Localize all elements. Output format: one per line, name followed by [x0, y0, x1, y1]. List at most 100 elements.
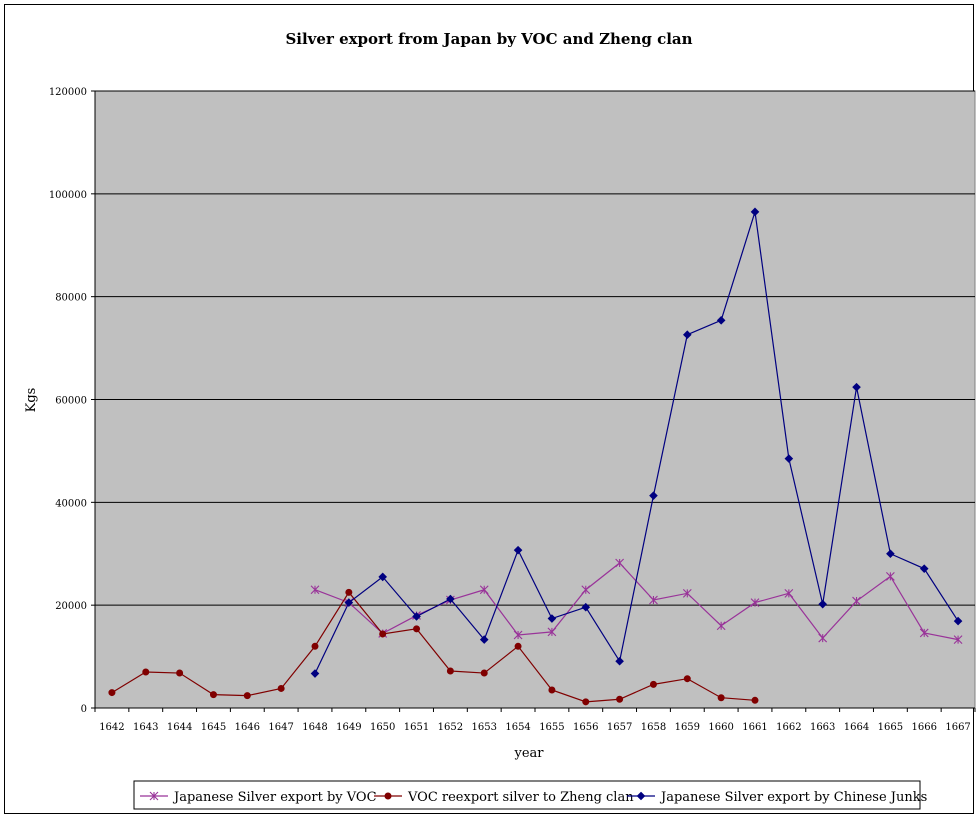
data-point	[480, 669, 488, 677]
legend-marker	[384, 792, 392, 800]
x-tick-label: 1667	[945, 722, 970, 733]
y-tick-label: 60000	[55, 396, 87, 407]
x-tick-label: 1642	[99, 722, 124, 733]
data-point	[446, 667, 454, 675]
data-point	[310, 669, 320, 678]
legend-label: Japanese Silver export by Chinese Junks	[659, 790, 927, 805]
legend-item: Japanese Silver export by VOC	[140, 790, 377, 805]
data-point	[479, 635, 489, 644]
data-point	[716, 621, 726, 631]
x-tick-label: 1655	[539, 722, 564, 733]
legend-box	[133, 780, 921, 810]
x-tick-label: 1653	[472, 722, 497, 733]
data-point	[547, 614, 557, 623]
series-2	[108, 588, 759, 706]
series-line	[314, 211, 959, 674]
data-point	[818, 633, 828, 643]
x-tick-label: 1662	[776, 722, 801, 733]
data-point	[513, 630, 523, 640]
x-tick-label: 1648	[302, 722, 327, 733]
x-tick-label: 1663	[810, 722, 835, 733]
x-tick-label: 1659	[675, 722, 700, 733]
data-point	[750, 598, 760, 607]
data-point	[649, 595, 658, 605]
data-point	[479, 585, 489, 595]
x-tick-label: 1657	[607, 722, 632, 733]
data-point	[750, 207, 760, 217]
data-point	[852, 382, 861, 392]
x-tick-label: 1645	[201, 722, 226, 733]
x-tick-label: 1658	[641, 722, 666, 733]
data-point	[682, 588, 692, 598]
x-tick-label: 1654	[505, 722, 530, 733]
series-line	[111, 591, 756, 703]
data-point	[243, 692, 251, 700]
data-point	[412, 612, 421, 621]
data-point	[683, 675, 691, 683]
data-point	[919, 564, 929, 573]
y-tick-label: 80000	[55, 293, 87, 304]
legend-label: VOC reexport silver to Zheng clan	[407, 790, 634, 805]
x-tick-label: 1661	[742, 722, 767, 733]
legend-marker	[149, 791, 159, 801]
y-axis-label: Kgs	[24, 388, 39, 413]
x-tick-label: 1665	[878, 722, 903, 733]
series-line	[314, 562, 959, 641]
legend-item: VOC reexport silver to Zheng clan	[374, 790, 634, 805]
data-point	[616, 695, 624, 703]
axes	[91, 90, 976, 712]
x-axis-label: year	[513, 746, 544, 761]
gridlines	[95, 90, 975, 606]
x-tick-label: 1647	[268, 722, 293, 733]
data-point	[513, 545, 523, 555]
y-tick-label: 20000	[55, 601, 87, 612]
x-tick-label: 1644	[167, 722, 192, 733]
x-tick-label: 1646	[235, 722, 260, 733]
data-point	[717, 694, 725, 702]
data-point	[108, 689, 116, 697]
data-point	[209, 691, 217, 699]
data-point	[142, 668, 150, 676]
data-point	[581, 602, 591, 612]
x-tick-label: 1652	[438, 722, 463, 733]
data-point	[716, 316, 726, 325]
x-tick-label: 1666	[912, 722, 937, 733]
data-point	[751, 696, 759, 704]
data-point	[953, 635, 963, 645]
y-tick-label: 100000	[49, 190, 87, 201]
data-point	[615, 558, 625, 568]
data-point	[649, 680, 657, 688]
data-point	[953, 616, 963, 626]
legend-item: Japanese Silver export by Chinese Junks	[627, 790, 927, 805]
data-point	[615, 656, 624, 666]
data-point	[378, 572, 387, 582]
data-point	[582, 698, 590, 706]
data-point	[919, 628, 929, 638]
y-tick-labels: 0 20000 40000 60000 80000 100000 120000	[49, 87, 87, 715]
data-point	[547, 627, 557, 637]
data-point	[176, 669, 184, 677]
data-point	[548, 686, 556, 694]
data-point	[784, 454, 794, 463]
legend-items: Japanese Silver export by VOC VOC reexpor…	[140, 790, 927, 805]
x-tick-label: 1649	[336, 722, 361, 733]
legend-marker	[636, 791, 646, 801]
x-tick-label: 1650	[370, 722, 395, 733]
data-point	[818, 599, 827, 609]
x-tick-label: 1660	[708, 722, 733, 733]
data-point	[310, 585, 320, 595]
y-tick-label: 0	[81, 704, 87, 715]
data-point	[446, 594, 455, 604]
data-point	[379, 630, 387, 638]
data-point	[886, 549, 895, 559]
x-tick-label: 1664	[844, 722, 869, 733]
data-point	[581, 585, 591, 595]
chart-title: Silver export from Japan by VOC and Zhen…	[285, 30, 692, 48]
data-point	[852, 596, 861, 606]
data-point	[311, 642, 319, 650]
legend: Japanese Silver export by VOC VOC reexpor…	[133, 780, 927, 810]
x-tick-labels: 1642 1643 1644 1645 1646 1647 1648 1649 1650 1651…	[99, 722, 971, 733]
data-point	[277, 684, 285, 692]
x-tick-label: 1643	[133, 722, 158, 733]
data-point	[649, 491, 658, 500]
